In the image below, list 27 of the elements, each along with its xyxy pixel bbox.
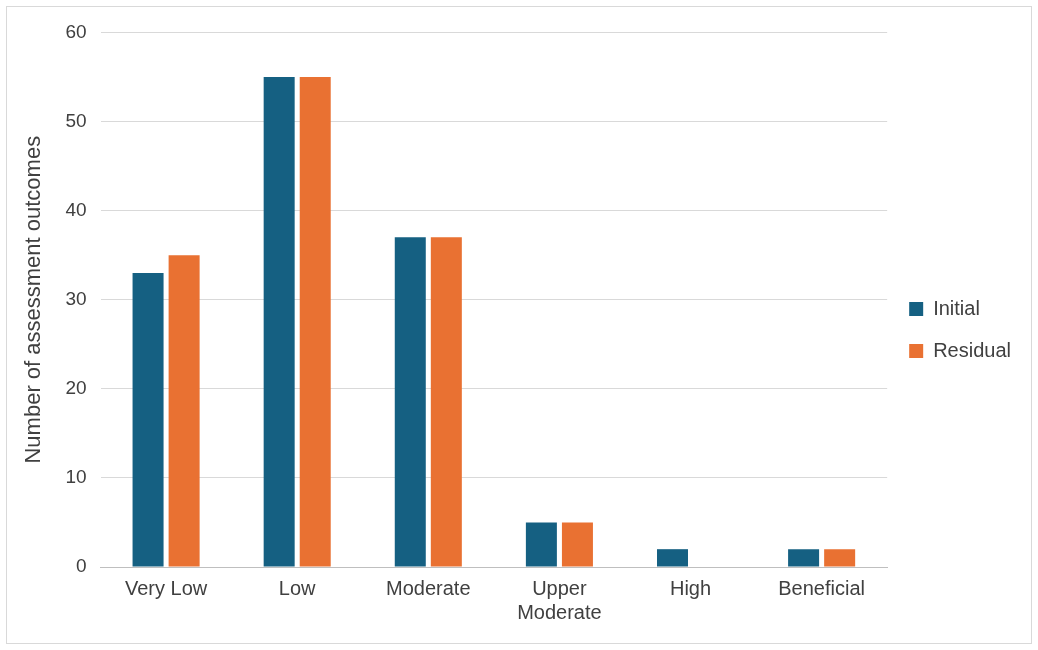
bar [430, 237, 462, 567]
y-tick-label: 50 [65, 109, 87, 131]
bar [263, 76, 295, 567]
x-tick-label: Moderate [386, 576, 471, 599]
legend-label: Initial [933, 296, 980, 319]
bar [299, 76, 331, 567]
x-tick-label: Low [278, 576, 317, 599]
bar [168, 255, 200, 567]
bar [525, 522, 557, 567]
bar [132, 272, 164, 567]
bar [824, 549, 856, 567]
x-tick-label: Very Low [124, 576, 208, 599]
bar [656, 549, 688, 567]
legend-label: Residual [933, 338, 1012, 361]
y-tick-label: 40 [65, 198, 87, 220]
x-tick-label: Upper Moderate [517, 576, 602, 623]
x-tick-label: Beneficial [778, 576, 865, 599]
bar [788, 549, 820, 567]
bar [561, 522, 593, 567]
y-tick-label: 30 [65, 287, 87, 309]
y-tick-label: 60 [65, 20, 87, 42]
x-tick-label: High [669, 576, 712, 599]
y-tick-label: 20 [65, 377, 87, 399]
y-axis-title: Number of assessment outcomes [20, 135, 46, 464]
y-tick-label: 10 [65, 466, 87, 488]
y-tick-label: 0 [75, 555, 87, 577]
bar [394, 237, 426, 567]
